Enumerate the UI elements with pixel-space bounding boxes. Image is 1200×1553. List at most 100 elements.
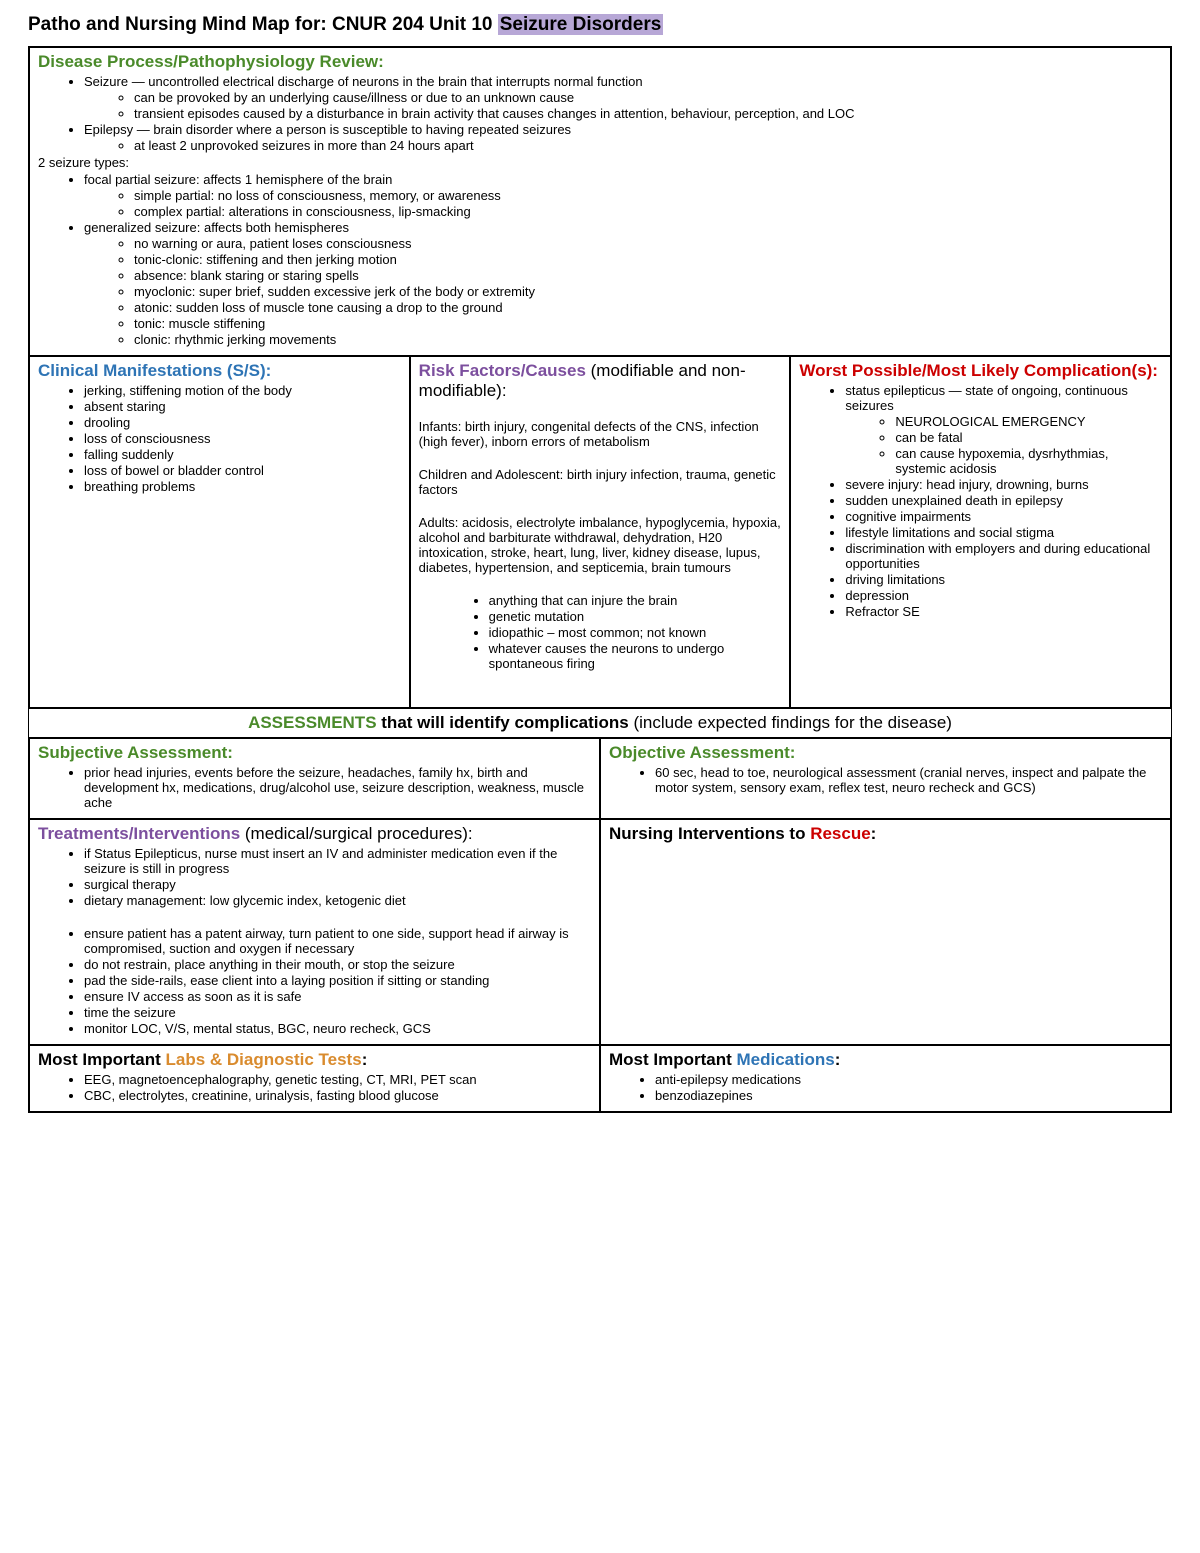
list-item: 60 sec, head to toe, neurological assess… [655,765,1162,795]
heading-risk-main: Risk Factors/Causes [419,361,591,380]
list-item: discrimination with employers and during… [845,541,1162,571]
heading-ss: Clinical Manifestations (S/S): [38,361,401,381]
section-pathophysiology: Disease Process/Pathophysiology Review: … [29,47,1171,356]
list-item: idiopathic – most common; not known [489,625,782,640]
list-item: time the seizure [84,1005,591,1020]
section-risk-factors: Risk Factors/Causes (modifiable and non-… [410,356,791,708]
list-item: tonic: muscle stiffening [134,316,1162,331]
list-item: breathing problems [84,479,401,494]
sublist: can be provoked by an underlying cause/i… [84,90,1162,121]
list: ensure patient has a patent airway, turn… [38,926,591,1036]
heading-meds-a: Most Important [609,1050,737,1069]
list: EEG, magnetoencephalography, genetic tes… [38,1072,591,1103]
section-subjective: Subjective Assessment: prior head injuri… [29,738,600,819]
list: status epilepticus — state of ongoing, c… [799,383,1162,619]
list-item: benzodiazepines [655,1088,1162,1103]
heading-tx-sub: (medical/surgical procedures): [245,824,473,843]
list-item: absence: blank staring or staring spells [134,268,1162,283]
sublist: simple partial: no loss of consciousness… [84,188,1162,219]
list-item: ensure patient has a patent airway, turn… [84,926,591,956]
heading-labs-b: Labs & Diagnostic Tests [166,1050,362,1069]
section-medications: Most Important Medications: anti-epileps… [600,1045,1171,1112]
list-item: can cause hypoxemia, dysrhythmias, syste… [895,446,1162,476]
title-prefix: Patho and Nursing Mind Map for: CNUR 204… [28,14,498,35]
heading-rescue-b: Rescue [810,824,870,843]
heading-patho: Disease Process/Pathophysiology Review: [38,52,1162,72]
heading-comp: Worst Possible/Most Likely Complication(… [799,361,1162,381]
list-item: can be provoked by an underlying cause/i… [134,90,1162,105]
list-item: no warning or aura, patient loses consci… [134,236,1162,251]
list-item: do not restrain, place anything in their… [84,957,591,972]
title-highlight: Seizure Disorders [498,14,664,35]
list-item: absent staring [84,399,401,414]
list-item: simple partial: no loss of consciousness… [134,188,1162,203]
list-item: genetic mutation [489,609,782,624]
list-item: can be fatal [895,430,1162,445]
heading-rescue-a: Nursing Interventions to [609,824,810,843]
sublist: no warning or aura, patient loses consci… [84,236,1162,347]
section-complications: Worst Possible/Most Likely Complication(… [790,356,1171,708]
sublist: at least 2 unprovoked seizures in more t… [84,138,1162,153]
list: anything that can injure the brain genet… [419,593,782,671]
list: if Status Epilepticus, nurse must insert… [38,846,591,908]
list-item: status epilepticus — state of ongoing, c… [845,383,1162,413]
list-item: complex partial: alterations in consciou… [134,204,1162,219]
list: jerking, stiffening motion of the body a… [38,383,401,494]
heading-rescue-c: : [871,824,877,843]
list-item: transient episodes caused by a disturban… [134,106,1162,121]
list-item: sudden unexplained death in epilepsy [845,493,1162,508]
list-item: EEG, magnetoencephalography, genetic tes… [84,1072,591,1087]
list-item: CBC, electrolytes, creatinine, urinalysi… [84,1088,591,1103]
list: 60 sec, head to toe, neurological assess… [609,765,1162,795]
list-item: NEUROLOGICAL EMERGENCY [895,414,1162,429]
list: prior head injuries, events before the s… [38,765,591,810]
list-item: if Status Epilepticus, nurse must insert… [84,846,591,876]
assessments-band: ASSESSMENTS that will identify complicat… [29,708,1171,738]
risk-adults: Adults: acidosis, electrolyte imbalance,… [419,515,782,575]
list-item: depression [845,588,1162,603]
section-labs: Most Important Labs & Diagnostic Tests: … [29,1045,600,1112]
heading-meds-c: : [835,1050,841,1069]
mind-map-grid: Disease Process/Pathophysiology Review: … [28,46,1172,1113]
list-item: pad the side-rails, ease client into a l… [84,973,591,988]
row-treatments: Treatments/Interventions (medical/surgic… [29,819,1171,1045]
list-item: atonic: sudden loss of muscle tone causi… [134,300,1162,315]
risk-infants: Infants: birth injury, congenital defect… [419,419,782,449]
row-assessments: Subjective Assessment: prior head injuri… [29,738,1171,819]
band-word: ASSESSMENTS [248,713,376,732]
heading-labs-c: : [362,1050,368,1069]
list-item: whatever causes the neurons to undergo s… [489,641,782,671]
list-item: loss of consciousness [84,431,401,446]
list-item: falling suddenly [84,447,401,462]
list-item: jerking, stiffening motion of the body [84,383,401,398]
row-labs-meds: Most Important Labs & Diagnostic Tests: … [29,1045,1171,1112]
list-item: generalized seizure: affects both hemisp… [84,220,1162,235]
heading-subjective: Subjective Assessment: [38,743,591,763]
page-title: Patho and Nursing Mind Map for: CNUR 204… [28,14,1172,36]
list-item: anything that can injure the brain [489,593,782,608]
list-item: severe injury: head injury, drowning, bu… [845,477,1162,492]
list-item: drooling [84,415,401,430]
list-item: loss of bowel or bladder control [84,463,401,478]
heading-risk: Risk Factors/Causes (modifiable and non-… [419,361,782,401]
heading-meds-b: Medications [737,1050,835,1069]
list-item: at least 2 unprovoked seizures in more t… [134,138,1162,153]
list-item: myoclonic: super brief, sudden excessive… [134,284,1162,299]
list-item: tonic-clonic: stiffening and then jerkin… [134,252,1162,267]
list: anti-epilepsy medications benzodiazepine… [609,1072,1162,1103]
section-rescue: Nursing Interventions to Rescue: [600,819,1171,1045]
sublist: NEUROLOGICAL EMERGENCY can be fatal can … [845,414,1162,476]
list-item: Seizure — uncontrolled electrical discha… [84,74,1162,89]
section-objective: Objective Assessment: 60 sec, head to to… [600,738,1171,819]
section-clinical-manifestations: Clinical Manifestations (S/S): jerking, … [29,356,410,708]
seizure-types-label: 2 seizure types: [38,155,1162,170]
section-treatments: Treatments/Interventions (medical/surgic… [29,819,600,1045]
list-item: focal partial seizure: affects 1 hemisph… [84,172,1162,187]
list-item: lifestyle limitations and social stigma [845,525,1162,540]
band-paren: (include expected findings for the disea… [633,713,951,732]
list-item: driving limitations [845,572,1162,587]
list-item: clonic: rhythmic jerking movements [134,332,1162,347]
list-item: ensure IV access as soon as it is safe [84,989,591,1004]
heading-meds: Most Important Medications: [609,1050,1162,1070]
heading-rescue: Nursing Interventions to Rescue: [609,824,1162,844]
